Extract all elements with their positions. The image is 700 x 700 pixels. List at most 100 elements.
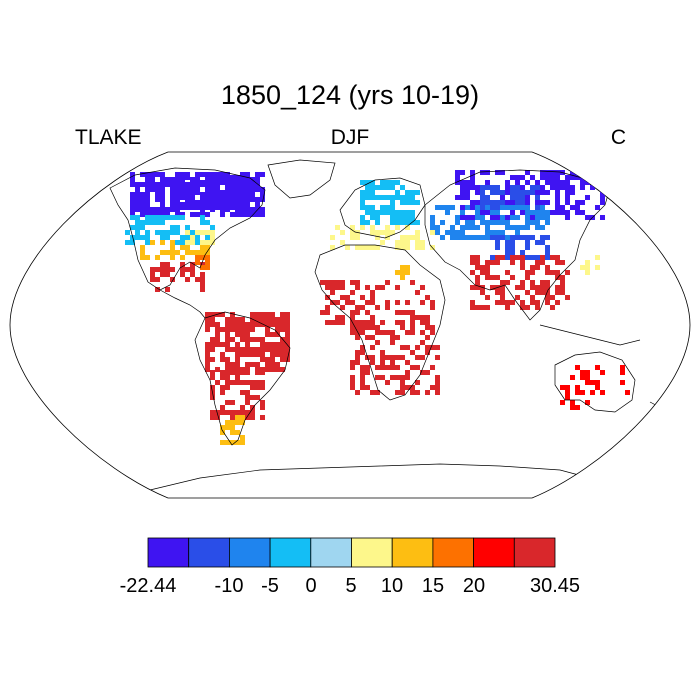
grid-cell: [380, 230, 385, 235]
grid-cell: [225, 410, 230, 415]
grid-cell: [260, 187, 265, 192]
grid-cell: [250, 192, 255, 197]
grid-cell: [225, 195, 230, 200]
grid-cell: [200, 255, 205, 260]
grid-cell: [280, 347, 285, 352]
grid-cell: [150, 277, 155, 282]
grid-cell: [520, 210, 525, 215]
grid-cell: [210, 375, 215, 380]
grid-cell: [175, 215, 180, 220]
grid-cell: [390, 340, 395, 345]
colorbar-box: [269, 537, 312, 568]
grid-cell: [525, 225, 530, 230]
grid-cell: [195, 190, 200, 195]
grid-cell: [525, 220, 530, 225]
grid-cell: [245, 172, 250, 177]
grid-cell: [365, 185, 370, 190]
grid-cell: [210, 175, 215, 180]
grid-cell: [600, 215, 605, 220]
grid-cell: [595, 380, 600, 385]
grid-cell: [375, 220, 380, 225]
grid-cell: [365, 195, 370, 200]
grid-cell: [165, 207, 170, 212]
grid-cell: [225, 425, 230, 430]
grid-cell: [355, 350, 360, 355]
grid-cell: [160, 235, 165, 240]
grid-cell: [600, 195, 605, 200]
grid-cell: [225, 175, 230, 180]
grid-cell: [250, 182, 255, 187]
grid-cell: [280, 327, 285, 332]
grid-cell: [515, 255, 520, 260]
grid-cell: [200, 180, 205, 185]
grid-cell: [515, 190, 520, 195]
grid-cell: [220, 200, 225, 205]
grid-cell: [205, 327, 210, 332]
grid-cell: [470, 215, 475, 220]
grid-cell: [265, 362, 270, 367]
grid-cell: [200, 192, 205, 197]
grid-cell: [215, 410, 220, 415]
grid-cell: [570, 405, 575, 410]
grid-cell: [135, 235, 140, 240]
grid-cell: [255, 362, 260, 367]
grid-cell: [500, 190, 505, 195]
grid-cell: [370, 335, 375, 340]
grid-cell: [540, 290, 545, 295]
grid-cell: [260, 415, 265, 420]
grid-cell: [215, 177, 220, 182]
grid-cell: [370, 390, 375, 395]
grid-cell: [250, 212, 255, 217]
grid-cell: [375, 285, 380, 290]
grid-cell: [620, 370, 625, 375]
grid-cell: [590, 390, 595, 395]
grid-cell: [495, 230, 500, 235]
grid-cell: [170, 195, 175, 200]
grid-cell: [375, 305, 380, 310]
grid-cell: [125, 230, 130, 235]
grid-cell: [395, 355, 400, 360]
grid-cell: [560, 205, 565, 210]
grid-cell: [375, 325, 380, 330]
grid-cell: [355, 305, 360, 310]
grid-cell: [480, 210, 485, 215]
grid-cell: [360, 345, 365, 350]
grid-cell: [385, 180, 390, 185]
grid-cell: [420, 355, 425, 360]
grid-cell: [155, 197, 160, 202]
grid-cell: [270, 352, 275, 357]
grid-cell: [575, 205, 580, 210]
grid-cell: [585, 180, 590, 185]
grid-cell: [215, 185, 220, 190]
grid-cell: [250, 197, 255, 202]
grid-cell: [230, 185, 235, 190]
grid-cell: [210, 347, 215, 352]
grid-cell: [395, 390, 400, 395]
grid-cell: [520, 300, 525, 305]
grid-cell: [210, 195, 215, 200]
grid-cell: [400, 355, 405, 360]
grid-cell: [205, 317, 210, 322]
grid-cell: [480, 270, 485, 275]
grid-cell: [365, 370, 370, 375]
grid-cell: [490, 235, 495, 240]
grid-cell: [485, 260, 490, 265]
grid-cell: [485, 185, 490, 190]
grid-cell: [245, 415, 250, 420]
grid-cell: [490, 190, 495, 195]
grid-cell: [130, 177, 135, 182]
grid-cell: [365, 180, 370, 185]
grid-cell: [145, 192, 150, 197]
grid-cell: [135, 220, 140, 225]
grid-cell: [575, 210, 580, 215]
grid-cell: [565, 215, 570, 220]
grid-cell: [480, 185, 485, 190]
grid-cell: [540, 260, 545, 265]
grid-cell: [535, 210, 540, 215]
grid-cell: [565, 195, 570, 200]
grid-cell: [245, 395, 250, 400]
grid-cell: [265, 357, 270, 362]
grid-cell: [395, 195, 400, 200]
grid-cell: [480, 220, 485, 225]
grid-cell: [160, 207, 165, 212]
